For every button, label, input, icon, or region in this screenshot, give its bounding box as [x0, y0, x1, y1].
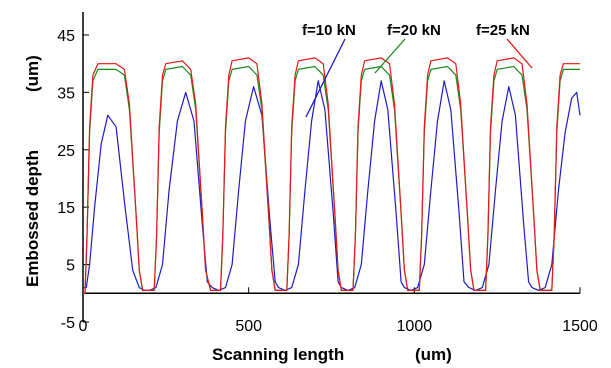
y-axis-unit: (um) [23, 55, 42, 92]
annotation-pointer [506, 38, 533, 69]
x-tick-label: 0 [79, 318, 88, 335]
y-axis-title: Embossed depth [23, 150, 42, 287]
y-tick-label: 15 [57, 200, 75, 217]
x-tick-label: 500 [235, 318, 262, 335]
y-tick-label: 35 [57, 85, 75, 102]
y-tick-label: 5 [66, 258, 75, 275]
y-tick-label: -5 [61, 315, 75, 332]
axes [82, 12, 580, 322]
x-axis-title: Scanning length [212, 345, 344, 364]
series-group [83, 57, 581, 294]
series-line-1 [83, 80, 581, 291]
annotation-label: f=20 kN [387, 22, 441, 39]
series-line-3 [83, 57, 580, 294]
x-tick-label: 1500 [562, 318, 598, 335]
x-axis-unit: (um) [415, 345, 452, 364]
annotation-pointer [374, 38, 406, 74]
ticks: -5 5 15 25 35 45 0 500 1000 1500 [57, 28, 598, 335]
annotation-label: f=25 kN [476, 22, 530, 39]
y-tick-label: 45 [57, 28, 75, 45]
y-tick-label: 25 [57, 143, 75, 160]
annotation-label: f=10 kN [302, 22, 356, 39]
annotations-group: f=10 kN f=20 kN f=25 kN [302, 22, 533, 118]
annotation-pointer [305, 38, 346, 118]
x-tick-label: 1000 [397, 318, 433, 335]
